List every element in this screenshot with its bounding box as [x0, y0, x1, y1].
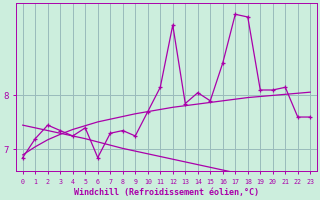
X-axis label: Windchill (Refroidissement éolien,°C): Windchill (Refroidissement éolien,°C): [74, 188, 259, 197]
